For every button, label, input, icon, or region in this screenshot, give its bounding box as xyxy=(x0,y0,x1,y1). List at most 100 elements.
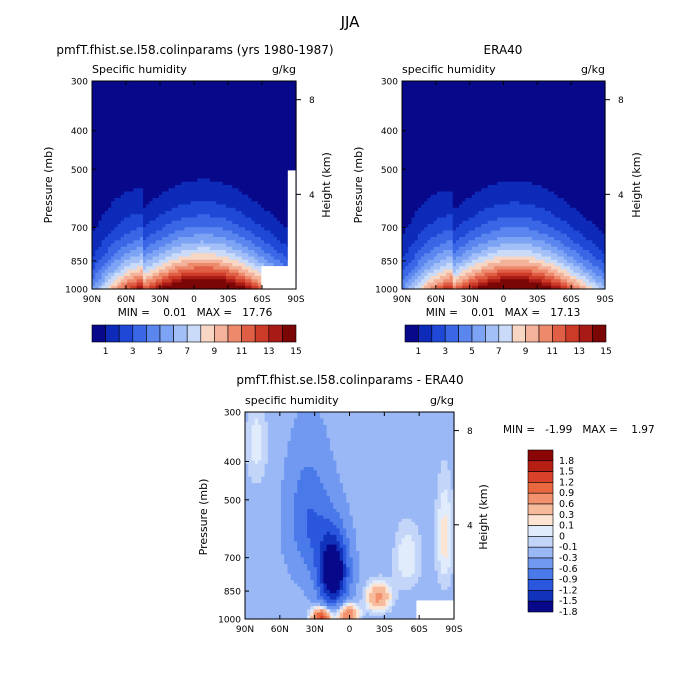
field-cell xyxy=(232,175,237,180)
field-cell xyxy=(219,285,224,290)
field-cell xyxy=(114,181,119,186)
field-cell xyxy=(149,263,154,267)
field-cell xyxy=(474,81,479,85)
field-cell xyxy=(402,103,406,108)
field-cell xyxy=(155,259,160,264)
field-cell xyxy=(130,149,135,154)
field-cell xyxy=(592,110,597,115)
field-cell xyxy=(235,188,240,193)
field-cell xyxy=(241,129,246,134)
field-cell xyxy=(225,272,230,277)
field-cell xyxy=(245,188,249,193)
field-cell xyxy=(267,224,272,228)
field-cell xyxy=(206,243,211,248)
field-cell xyxy=(474,103,479,108)
field-cell xyxy=(190,246,195,251)
field-cell xyxy=(143,259,147,264)
field-cell xyxy=(203,220,208,225)
field-cell xyxy=(532,84,536,89)
field-cell xyxy=(123,243,128,248)
field-cell xyxy=(123,149,128,154)
field-cell xyxy=(260,214,265,219)
field-cell xyxy=(114,162,119,167)
field-cell xyxy=(130,165,135,170)
field-cell xyxy=(516,97,520,102)
field-cell xyxy=(408,116,413,121)
field-cell xyxy=(273,243,278,248)
field-cell xyxy=(254,194,259,199)
field-cell xyxy=(111,276,115,280)
field-cell xyxy=(449,107,454,111)
field-cell xyxy=(171,162,176,167)
field-cell xyxy=(222,217,227,222)
field-cell xyxy=(235,162,240,167)
field-cell xyxy=(158,97,163,102)
field-cell xyxy=(168,120,173,124)
field-cell xyxy=(155,181,160,186)
field-cell xyxy=(181,149,186,154)
field-cell xyxy=(123,282,128,287)
field-cell xyxy=(114,263,119,267)
field-cell xyxy=(273,87,278,92)
field-cell xyxy=(139,279,144,284)
field-cell xyxy=(267,146,272,150)
field-cell xyxy=(107,198,112,202)
field-cell xyxy=(535,97,539,102)
field-cell xyxy=(149,149,154,154)
field-cell xyxy=(474,84,479,89)
field-cell xyxy=(168,201,173,206)
field-cell xyxy=(427,120,432,124)
field-cell xyxy=(155,116,160,121)
field-cell xyxy=(547,81,552,85)
field-cell xyxy=(270,146,275,150)
field-cell xyxy=(114,214,119,219)
field-cell xyxy=(200,282,205,287)
field-cell xyxy=(260,123,265,128)
field-cell xyxy=(547,87,552,92)
field-cell xyxy=(276,149,281,154)
field-cell xyxy=(149,207,154,212)
field-cell xyxy=(276,227,281,232)
field-cell xyxy=(449,100,454,105)
field-cell xyxy=(136,103,141,108)
field-cell xyxy=(283,237,288,241)
field-cell xyxy=(200,136,205,141)
field-cell xyxy=(592,90,597,95)
field-cell xyxy=(114,159,119,163)
field-cell xyxy=(589,107,593,111)
field-cell xyxy=(187,276,192,280)
field-cell xyxy=(203,90,208,95)
field-cell xyxy=(114,90,119,95)
field-cell xyxy=(557,113,562,118)
field-cell xyxy=(260,253,265,258)
field-cell xyxy=(257,175,262,180)
field-cell xyxy=(104,142,109,147)
field-cell xyxy=(538,107,543,111)
field-cell xyxy=(190,207,195,212)
field-cell xyxy=(152,250,157,254)
field-cell xyxy=(146,133,150,137)
field-cell xyxy=(181,126,186,131)
field-cell xyxy=(120,133,125,137)
field-cell xyxy=(225,230,230,235)
field-cell xyxy=(168,94,173,98)
field-cell xyxy=(95,172,99,176)
field-cell xyxy=(133,110,138,115)
field-cell xyxy=(235,87,240,92)
field-cell xyxy=(203,224,208,228)
field-cell xyxy=(139,110,144,115)
field-cell xyxy=(155,159,160,163)
field-cell xyxy=(114,204,119,209)
field-cell xyxy=(213,113,217,118)
field-cell xyxy=(171,97,176,102)
field-cell xyxy=(219,191,224,196)
field-cell xyxy=(222,272,227,277)
field-cell xyxy=(592,103,597,108)
field-cell xyxy=(130,204,135,209)
field-cell xyxy=(168,165,173,170)
field-cell xyxy=(283,110,288,115)
field-cell xyxy=(98,214,103,219)
field-cell xyxy=(114,129,119,134)
field-cell xyxy=(241,240,246,245)
field-cell xyxy=(174,90,179,95)
